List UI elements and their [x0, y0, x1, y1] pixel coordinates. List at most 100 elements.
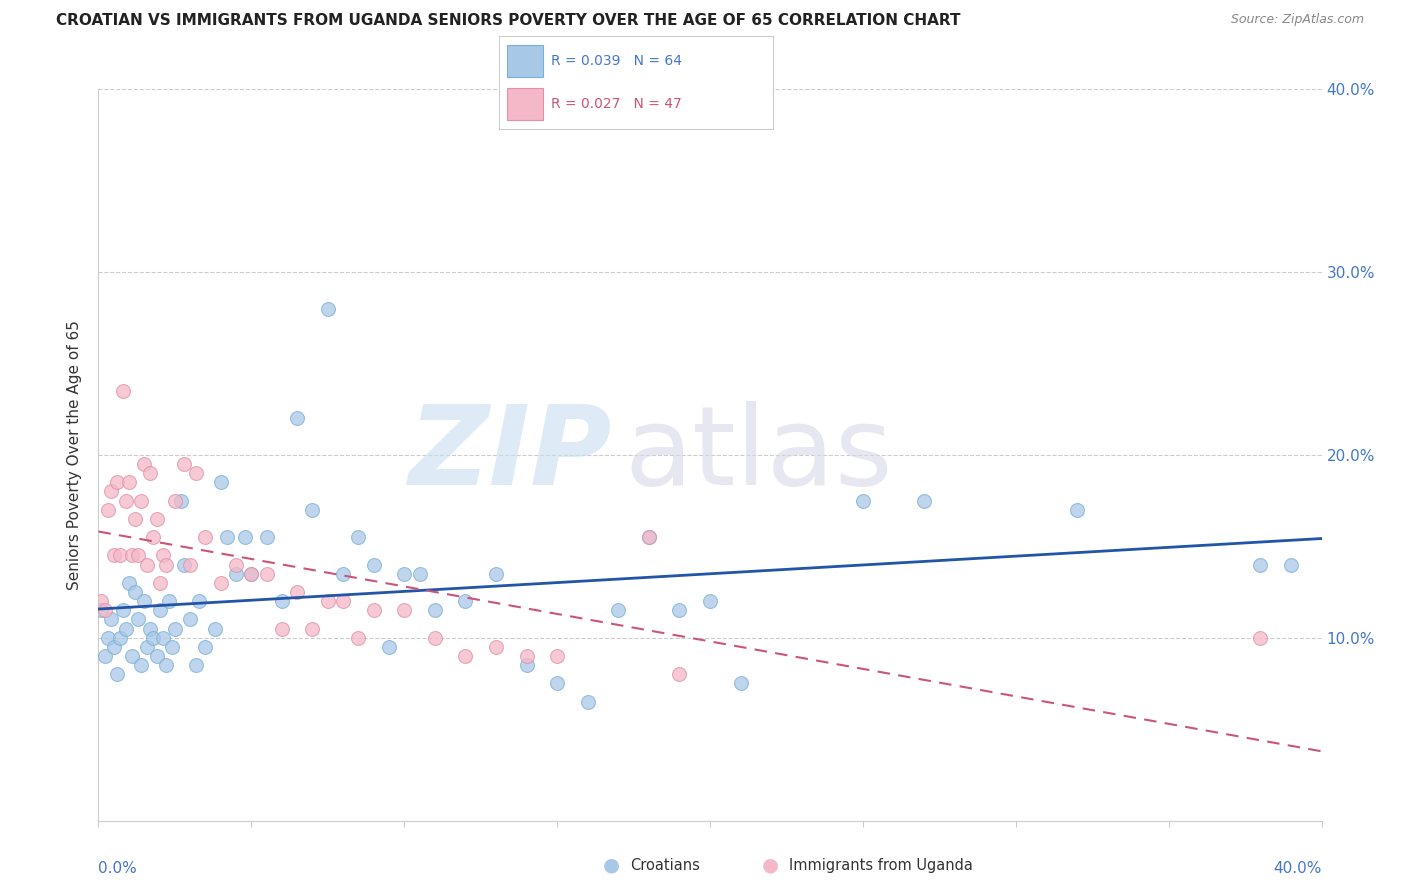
- Point: [392, 603, 416, 617]
- Point: [149, 603, 172, 617]
- Point: [485, 566, 508, 581]
- Point: [668, 603, 690, 617]
- Point: [115, 622, 138, 636]
- Point: [129, 493, 152, 508]
- Point: [1249, 631, 1271, 645]
- Point: [100, 613, 122, 627]
- Point: [186, 658, 208, 673]
- Point: [142, 530, 165, 544]
- Point: [285, 411, 308, 425]
- Point: [730, 676, 752, 690]
- Point: [121, 549, 143, 563]
- Point: [285, 585, 308, 599]
- Point: [363, 558, 385, 572]
- Point: [233, 530, 256, 544]
- Point: [194, 530, 217, 544]
- Point: [127, 613, 149, 627]
- Point: [170, 493, 193, 508]
- Point: [118, 475, 141, 490]
- Point: [215, 530, 238, 544]
- Point: [194, 640, 217, 654]
- Point: [111, 384, 134, 398]
- Text: ●: ●: [603, 855, 620, 875]
- Point: [121, 649, 143, 664]
- Point: [576, 695, 599, 709]
- Text: Immigrants from Uganda: Immigrants from Uganda: [789, 858, 973, 872]
- Point: [240, 566, 263, 581]
- Point: [912, 493, 935, 508]
- Point: [160, 640, 183, 654]
- Point: [454, 594, 477, 608]
- Point: [188, 594, 211, 608]
- Point: [127, 549, 149, 563]
- Point: [124, 512, 146, 526]
- Point: [93, 603, 115, 617]
- Point: [1279, 558, 1302, 572]
- Point: [134, 457, 156, 471]
- Point: [90, 594, 112, 608]
- Point: [115, 493, 138, 508]
- Point: [699, 594, 721, 608]
- Point: [111, 603, 134, 617]
- Point: [347, 631, 370, 645]
- Point: [363, 603, 385, 617]
- Point: [1249, 558, 1271, 572]
- Point: [186, 466, 208, 480]
- Point: [129, 658, 152, 673]
- Point: [179, 613, 201, 627]
- Point: [103, 640, 125, 654]
- Point: [256, 566, 278, 581]
- Point: [108, 549, 131, 563]
- Point: [155, 558, 177, 572]
- Bar: [508, 88, 543, 120]
- Point: [270, 622, 292, 636]
- Point: [124, 585, 146, 599]
- Point: [332, 566, 354, 581]
- Point: [423, 631, 446, 645]
- Point: [173, 457, 195, 471]
- Point: [163, 622, 186, 636]
- Point: [97, 631, 120, 645]
- Point: [142, 631, 165, 645]
- Point: [173, 558, 195, 572]
- Point: [270, 594, 292, 608]
- Point: [256, 530, 278, 544]
- Point: [316, 301, 339, 316]
- Point: [852, 493, 875, 508]
- Text: Croatians: Croatians: [630, 858, 700, 872]
- Point: [454, 649, 477, 664]
- Point: [157, 594, 180, 608]
- Point: [225, 566, 247, 581]
- Point: [301, 502, 323, 516]
- Bar: [508, 45, 543, 77]
- Point: [118, 576, 141, 591]
- Text: 40.0%: 40.0%: [1274, 861, 1322, 876]
- Point: [668, 667, 690, 681]
- Point: [105, 475, 128, 490]
- Point: [90, 603, 112, 617]
- Text: Source: ZipAtlas.com: Source: ZipAtlas.com: [1230, 13, 1364, 27]
- Point: [546, 676, 568, 690]
- Point: [134, 594, 156, 608]
- Point: [103, 549, 125, 563]
- Point: [155, 658, 177, 673]
- Point: [204, 622, 226, 636]
- Point: [139, 622, 162, 636]
- Point: [97, 502, 120, 516]
- Point: [145, 649, 167, 664]
- Point: [149, 576, 172, 591]
- Point: [108, 631, 131, 645]
- Y-axis label: Seniors Poverty Over the Age of 65: Seniors Poverty Over the Age of 65: [67, 320, 83, 590]
- Point: [392, 566, 416, 581]
- Point: [332, 594, 354, 608]
- Point: [637, 530, 661, 544]
- Point: [225, 558, 247, 572]
- Point: [152, 549, 174, 563]
- Point: [179, 558, 201, 572]
- Point: [163, 493, 186, 508]
- Point: [637, 530, 661, 544]
- Text: ZIP: ZIP: [409, 401, 612, 508]
- Point: [301, 622, 323, 636]
- Point: [139, 466, 162, 480]
- Point: [347, 530, 370, 544]
